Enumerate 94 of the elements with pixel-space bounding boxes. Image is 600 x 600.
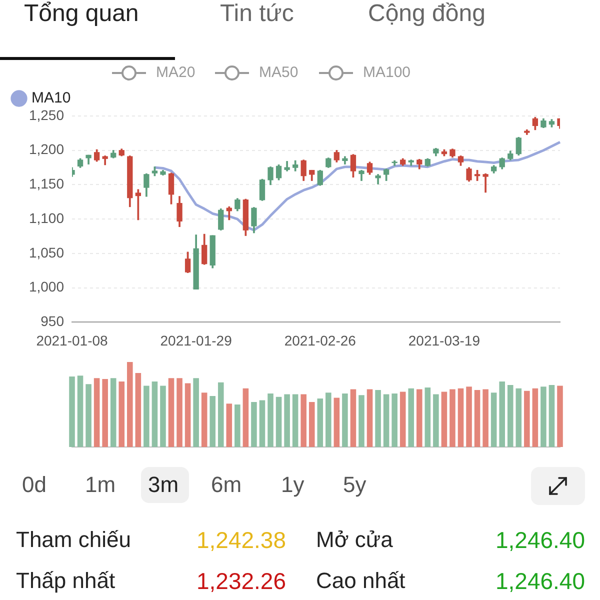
bar <box>168 378 174 447</box>
text: 1,242.38 <box>196 527 286 554</box>
text: 0d <box>22 472 46 498</box>
bar <box>292 394 298 447</box>
bar <box>350 389 356 447</box>
text: Tổng quan <box>24 0 139 28</box>
bar <box>366 389 373 447</box>
bar <box>375 390 381 447</box>
bar <box>176 378 182 447</box>
text: Tin tức <box>220 0 294 28</box>
text: MA100 <box>363 64 411 81</box>
bar <box>135 373 142 447</box>
bar <box>152 382 158 447</box>
bar <box>118 382 125 447</box>
candlestick <box>482 173 488 193</box>
y-tick-label: 1,000 <box>28 278 64 295</box>
bar <box>490 392 497 447</box>
y-tick-label: 1,100 <box>28 210 64 226</box>
text: 3m <box>148 472 179 498</box>
bar <box>160 386 166 447</box>
bar <box>416 389 422 447</box>
text: MA50 <box>259 64 298 81</box>
bar <box>557 386 563 447</box>
text: 1y <box>281 472 304 498</box>
bar <box>507 384 514 447</box>
text: Thấp nhất <box>16 568 116 594</box>
bar <box>234 404 240 447</box>
bar <box>400 392 406 447</box>
bar <box>466 386 472 447</box>
bar <box>408 388 414 447</box>
bar <box>144 386 150 447</box>
bar <box>441 392 448 447</box>
bar <box>474 390 480 447</box>
bar <box>226 404 232 447</box>
y-tick-label: 950 <box>40 313 64 330</box>
bar <box>86 384 92 447</box>
y-tick-label: 1,250 <box>28 106 64 123</box>
bar <box>392 393 398 447</box>
bar <box>458 388 464 447</box>
y-tick-label: 1,150 <box>28 176 64 192</box>
bar <box>201 392 208 447</box>
bar <box>433 394 439 447</box>
bar <box>110 378 116 447</box>
bar <box>532 388 538 447</box>
y-tick-label: 1,050 <box>28 244 64 260</box>
bar <box>383 394 390 447</box>
text: Tham chiếu <box>16 527 131 553</box>
text: Cộng đồng <box>368 0 486 28</box>
bar <box>334 398 340 447</box>
bar <box>540 386 546 447</box>
bar <box>242 388 249 447</box>
bar <box>218 382 224 447</box>
bar <box>193 378 199 447</box>
bar <box>499 382 505 447</box>
text: 1,246.40 <box>495 527 585 554</box>
legend-label: MA10 <box>32 90 71 107</box>
bar <box>276 396 282 447</box>
x-tick-label: 2021-02-26 <box>284 332 356 348</box>
x-tick-label: 2021-01-08 <box>36 332 108 348</box>
bar <box>342 393 348 447</box>
bar <box>450 389 456 447</box>
bar <box>69 376 75 447</box>
bar <box>482 389 488 447</box>
text: 5y <box>343 472 366 498</box>
bar <box>127 362 133 447</box>
bar <box>284 394 290 447</box>
text: 1m <box>85 472 116 498</box>
x-tick-label: 2021-03-19 <box>408 332 480 348</box>
bar <box>516 388 522 447</box>
bar <box>358 395 364 447</box>
candlestick <box>135 189 141 220</box>
bar <box>317 398 324 447</box>
bar <box>524 390 530 447</box>
bar <box>251 402 257 447</box>
bar <box>210 396 216 447</box>
bar <box>268 393 274 447</box>
text: 1,232.26 <box>196 568 286 595</box>
bar <box>77 376 84 447</box>
bar <box>102 379 108 447</box>
bar <box>424 388 431 447</box>
bar <box>94 378 100 447</box>
text: Cao nhất <box>316 568 406 594</box>
bar <box>259 400 266 447</box>
text: MA20 <box>156 64 196 81</box>
x-tick-label: 2021-01-29 <box>160 332 232 348</box>
bar <box>184 383 191 447</box>
text: Mở cửa <box>316 527 393 553</box>
y-tick-label: 1,200 <box>28 141 64 158</box>
text: 6m <box>211 472 242 498</box>
bar <box>548 384 555 447</box>
bar <box>300 394 306 447</box>
bar <box>308 402 315 447</box>
text: 1,246.40 <box>495 568 585 595</box>
bar <box>326 392 332 447</box>
